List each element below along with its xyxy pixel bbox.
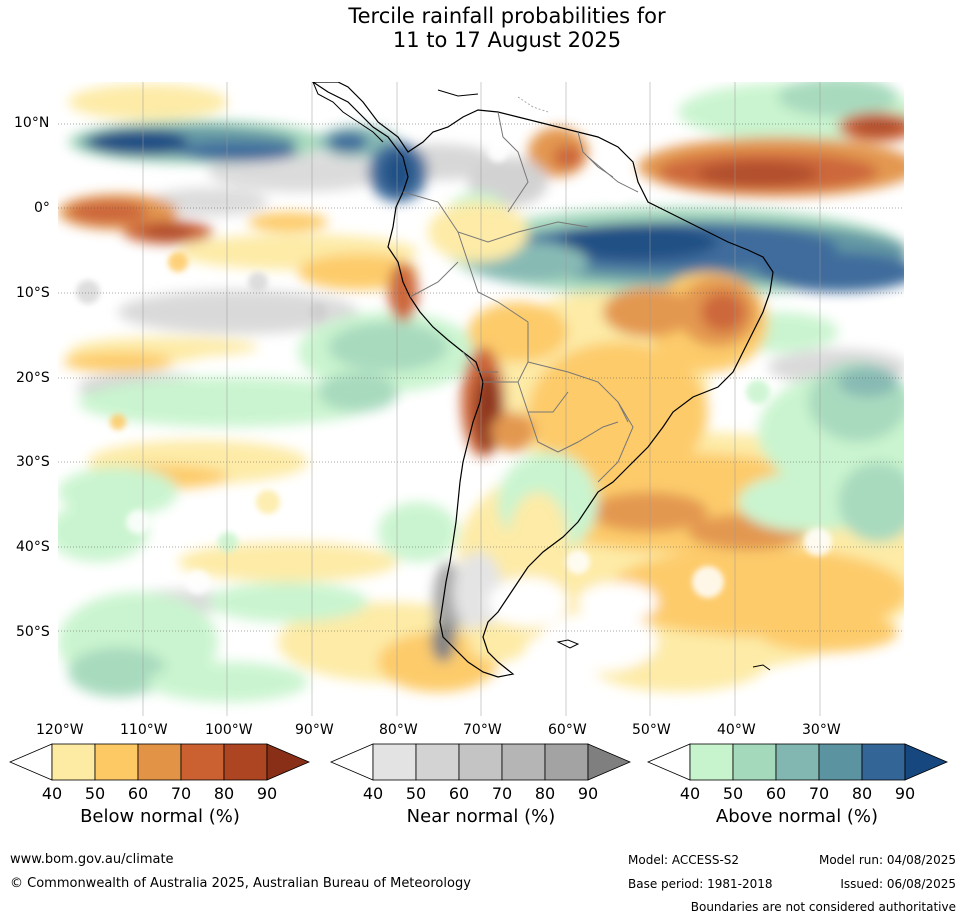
legend-near-swatch — [501, 743, 546, 781]
legend-above-tick: 50 — [723, 784, 743, 803]
legend-colorbars: 40 50 60 70 80 90 40 50 60 70 80 90 40 50 60 70 80 90 — [8, 743, 949, 803]
lat-label: 40°S — [16, 539, 50, 555]
legend-below-swatch — [51, 743, 96, 781]
lon-label: 80°W — [379, 722, 418, 738]
model-name: Model: ACCESS-S2 — [628, 853, 740, 867]
legend-title-near: Near normal (%) — [406, 806, 556, 827]
legend-above-swatch — [861, 743, 906, 781]
legend-title-below: Below normal (%) — [80, 806, 240, 827]
legend-below-swatch — [223, 743, 268, 781]
base-period: Base period: 1981-2018 — [628, 877, 773, 891]
legend-below-swatch — [180, 743, 225, 781]
model-run: Model run: 04/08/2025 — [818, 853, 956, 867]
lon-label: 90°W — [295, 722, 334, 738]
lat-label: 50°S — [16, 624, 50, 640]
legend-above-swatch — [732, 743, 777, 781]
legend-below-swatch — [94, 743, 139, 781]
lat-label: 20°S — [16, 370, 50, 386]
south-america-coastline — [311, 82, 774, 678]
website-link[interactable]: www.bom.gov.au/climate — [10, 852, 174, 867]
copyright-text: © Commonwealth of Australia 2025, Austra… — [10, 876, 471, 891]
legend-below-tick: 50 — [85, 784, 105, 803]
legend-above-low-arrow — [646, 743, 691, 781]
legend-near-tick: 40 — [363, 784, 383, 803]
legend-above-tick: 60 — [766, 784, 786, 803]
issued-date: Issued: 06/08/2025 — [840, 877, 956, 891]
legend-title-above: Above normal (%) — [715, 806, 879, 827]
lat-label: 10°N — [14, 115, 50, 131]
legend-below-tick: 90 — [257, 784, 277, 803]
legend-above-tick: 90 — [895, 784, 915, 803]
legend-below-tick: 70 — [171, 784, 191, 803]
disclaimer: Boundaries are not considered authoritat… — [690, 900, 956, 914]
legend-above-tick: 80 — [852, 784, 872, 803]
legend-below-low-arrow — [8, 743, 53, 781]
legend-below-tick: 60 — [128, 784, 148, 803]
legend-near-swatch — [458, 743, 503, 781]
legend-above-swatch — [818, 743, 863, 781]
legend-near-swatch — [544, 743, 589, 781]
lon-label: 70°W — [463, 722, 502, 738]
lon-label: 100°W — [205, 722, 253, 738]
legend-below-tick: 80 — [214, 784, 234, 803]
lon-label: 120°W — [36, 722, 84, 738]
lat-label: 10°S — [16, 285, 50, 301]
legend-near-tick: 90 — [578, 784, 598, 803]
legend-near-tick: 80 — [535, 784, 555, 803]
legend-above-high-arrow — [904, 743, 949, 781]
legend-above-tick: 40 — [680, 784, 700, 803]
lat-label: 0° — [34, 200, 50, 216]
lon-label: 50°W — [632, 722, 671, 738]
probability-map — [58, 82, 904, 716]
legend-above-swatch — [775, 743, 820, 781]
lon-label: 60°W — [548, 722, 587, 738]
legend-near-swatch — [372, 743, 417, 781]
legend-below-high-arrow — [266, 743, 311, 781]
legend-near-tick: 50 — [406, 784, 426, 803]
legend-near-high-arrow — [587, 743, 632, 781]
lon-label: 40°W — [717, 722, 756, 738]
legend-near-tick: 60 — [449, 784, 469, 803]
map-title: Tercile rainfall probabilities for 11 to… — [0, 4, 965, 52]
legend-below-tick: 40 — [42, 784, 62, 803]
legend-above-tick: 70 — [809, 784, 829, 803]
title-line-1: Tercile rainfall probabilities for — [348, 4, 666, 28]
legend-near-low-arrow — [329, 743, 374, 781]
lon-label: 30°W — [802, 722, 841, 738]
legend-above-swatch — [689, 743, 734, 781]
lon-label: 110°W — [120, 722, 168, 738]
legend-below-swatch — [137, 743, 182, 781]
lat-label: 30°S — [16, 454, 50, 470]
title-line-2: 11 to 17 August 2025 — [392, 28, 622, 52]
legend-near-swatch — [415, 743, 460, 781]
legend-near-tick: 70 — [492, 784, 512, 803]
